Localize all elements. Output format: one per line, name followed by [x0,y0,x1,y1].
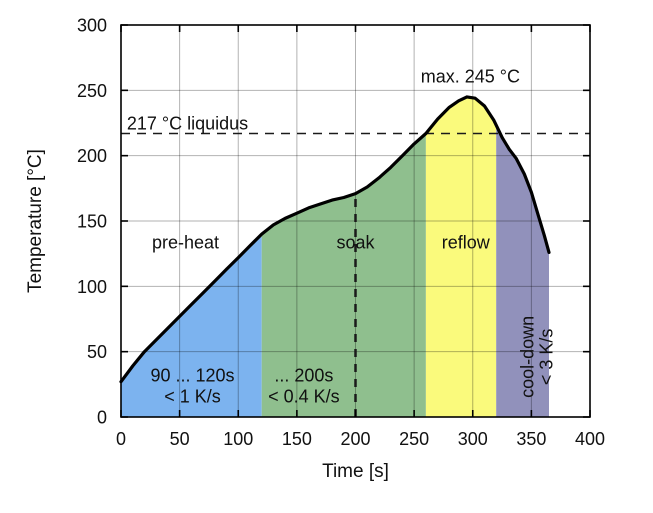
annotation-max-temp-label: max. 245 °C [421,66,520,86]
y-tick-label-100: 100 [77,277,107,297]
x-tick-label-50: 50 [170,429,190,449]
region-reflow [425,96,497,417]
annotation-preheat-label: pre-heat [152,232,219,252]
x-tick-label-150: 150 [282,429,312,449]
annotation-cooldown-label-line-0: cool-down [518,316,538,398]
annotation-soak-rate-note-line-0: ... 200s [274,366,333,386]
x-tick-label-300: 300 [458,429,488,449]
annotation-soak-rate-note-line-1: < 0.4 K/s [268,387,340,407]
x-tick-label-250: 250 [399,429,429,449]
annotation-reflow-label: reflow [442,232,491,252]
annotation-preheat-rate-note-line-1: < 1 K/s [164,387,221,407]
x-axis-title: Time [s] [322,461,389,482]
annotation-liquidus-label: 217 °C liquidus [127,114,248,134]
y-tick-label-200: 200 [77,146,107,166]
x-tick-label-200: 200 [340,429,370,449]
x-tick-label-100: 100 [223,429,253,449]
annotation-soak-label: soak [336,232,375,252]
y-tick-label-0: 0 [97,408,107,428]
annotation-preheat-rate-note-line-0: 90 ... 120s [150,366,234,386]
x-tick-label-400: 400 [575,429,605,449]
x-tick-label-350: 350 [516,429,546,449]
y-tick-label-50: 50 [87,342,107,362]
y-tick-label-300: 300 [77,16,107,36]
annotation-cooldown-label-line-1: < 3 K/s [537,329,557,386]
y-tick-label-250: 250 [77,81,107,101]
x-tick-label-0: 0 [116,429,126,449]
y-axis-title: Temperature [°C] [25,149,46,293]
y-tick-label-150: 150 [77,212,107,232]
temperature-profile-curve [119,95,551,384]
